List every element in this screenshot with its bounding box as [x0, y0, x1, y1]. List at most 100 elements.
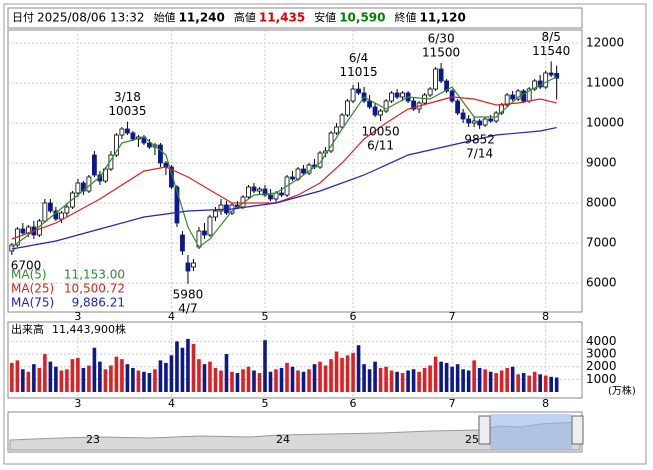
candle-body — [273, 192, 279, 200]
volume-bar — [312, 364, 317, 392]
navigator-handle-left[interactable] — [478, 415, 491, 445]
volume-bar — [142, 371, 146, 392]
candle-body — [125, 128, 130, 134]
candle-body — [147, 142, 152, 148]
candle-body — [213, 210, 218, 218]
candle-body — [158, 144, 163, 164]
volume-bar — [32, 364, 36, 392]
y-tick-label: 6000 — [586, 276, 617, 290]
volume-bar — [450, 366, 454, 392]
x-tick-label: 8 — [542, 397, 549, 410]
volume-bar — [356, 345, 361, 392]
x-tick-label: 3 — [74, 310, 81, 323]
x-tick-label: 5 — [262, 310, 269, 323]
header-label: 安値 — [314, 10, 336, 24]
ma-line — [11, 96, 557, 240]
volume-bar — [466, 370, 471, 392]
candle-body — [130, 132, 136, 140]
candle-body — [488, 118, 494, 122]
volume-bar — [186, 338, 190, 392]
candle-body — [433, 68, 439, 90]
annotation-date: 7/14 — [466, 146, 493, 160]
volume-bar — [81, 367, 86, 392]
header-label: 高値 — [234, 10, 256, 24]
volume-bar — [345, 355, 350, 392]
volume-unit: (万株) — [608, 384, 636, 397]
volume-bar — [109, 365, 113, 392]
volume-bar — [103, 369, 108, 392]
candle-body — [202, 230, 207, 236]
volume-bar — [505, 367, 509, 392]
candle-body — [9, 244, 15, 252]
y-tick-label: 9000 — [586, 156, 617, 170]
annotation-value: 10050 — [361, 125, 399, 139]
header-label: 日付 — [12, 11, 34, 24]
volume-bar — [351, 352, 355, 392]
candle-body — [444, 80, 450, 92]
volume-bar — [538, 374, 542, 392]
volume-bar — [65, 369, 69, 392]
candle-body — [262, 188, 268, 196]
y-tick-label: 7000 — [586, 236, 617, 250]
volume-bar — [329, 359, 333, 392]
volume-bar — [197, 359, 201, 392]
x-tick-label: 6 — [350, 310, 357, 323]
header-value: 10,590 — [339, 11, 385, 25]
header-value: 11,435 — [259, 11, 305, 25]
candle-body — [251, 186, 257, 192]
legend-value: 11,153.00 — [64, 268, 125, 282]
volume-bar — [521, 373, 526, 392]
candle-body — [378, 110, 383, 116]
volume-title: 出来高 — [11, 322, 44, 336]
candle-body — [279, 192, 284, 196]
candle-body — [394, 92, 400, 98]
volume-bar — [477, 367, 482, 392]
volume-bar — [230, 371, 234, 392]
volume-bar — [208, 361, 212, 392]
annotation-date: 6/4 — [349, 51, 368, 65]
candle-body — [86, 176, 92, 192]
candle-body — [515, 90, 521, 100]
volume-bar — [384, 366, 388, 392]
volume-bar — [202, 364, 207, 392]
volume-bar — [224, 354, 229, 392]
candle-body — [427, 88, 433, 96]
legend-value: 10,500.72 — [64, 282, 125, 296]
volume-bar — [21, 369, 25, 392]
navigator-range[interactable] — [490, 414, 572, 450]
volume-bar — [444, 362, 449, 392]
volume-bar — [455, 364, 460, 392]
header-box — [7, 7, 583, 29]
legend-name: MA(75) — [11, 296, 54, 310]
candle-body — [301, 168, 306, 174]
volume-bar — [494, 373, 498, 392]
volume-bar — [549, 376, 553, 392]
volume-bar — [389, 370, 394, 392]
volume-bar — [362, 364, 366, 392]
volume-bar — [307, 369, 311, 392]
annotation-value: 11540 — [532, 44, 570, 58]
navigator-label: 23 — [86, 433, 100, 446]
volume-bar — [439, 361, 443, 392]
navigator-label: 25 — [465, 433, 479, 446]
navigator-handle-right[interactable] — [571, 415, 584, 445]
volume-bar — [274, 369, 278, 392]
volume-bar — [164, 362, 168, 392]
volume-bar — [257, 373, 262, 392]
candle-body — [290, 176, 295, 180]
candle-body — [169, 166, 174, 188]
volume-bar — [268, 371, 273, 392]
volume-bar — [527, 375, 531, 392]
candle-body — [174, 186, 180, 224]
volume-tick-label: 1000 — [586, 372, 617, 386]
volume-bar — [400, 373, 405, 392]
volume-bar — [48, 361, 53, 392]
candle-body — [548, 72, 554, 76]
candle-body — [510, 94, 516, 100]
volume-bar — [120, 359, 124, 392]
volume-bar — [428, 365, 432, 392]
candle-body — [185, 262, 191, 272]
candle-body — [411, 100, 416, 110]
candle-body — [466, 118, 472, 124]
